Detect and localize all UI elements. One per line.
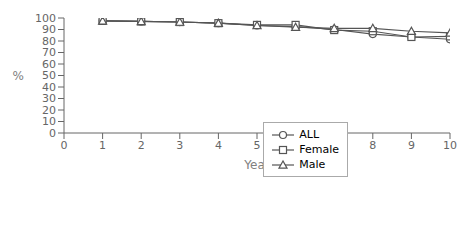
svg-text:0: 0 — [61, 139, 68, 152]
svg-text:7: 7 — [331, 139, 338, 152]
svg-text:2: 2 — [138, 139, 145, 152]
svg-text:70: 70 — [42, 46, 56, 59]
svg-text:80: 80 — [42, 35, 56, 48]
svg-text:0: 0 — [49, 127, 56, 140]
svg-text:90: 90 — [42, 23, 56, 36]
svg-text:60: 60 — [42, 58, 56, 71]
svg-text:10: 10 — [42, 115, 56, 128]
svg-text:9: 9 — [408, 139, 415, 152]
svg-text:1: 1 — [99, 139, 106, 152]
svg-text:8: 8 — [369, 139, 376, 152]
svg-text:6: 6 — [292, 139, 299, 152]
svg-text:20: 20 — [42, 104, 56, 117]
svg-text:3: 3 — [176, 139, 183, 152]
svg-text:4: 4 — [215, 139, 222, 152]
svg-text:50: 50 — [42, 69, 56, 82]
svg-text:5: 5 — [254, 139, 261, 152]
svg-text:40: 40 — [42, 81, 56, 94]
svg-text:30: 30 — [42, 92, 56, 105]
svg-text:%: % — [13, 69, 24, 83]
svg-text:10: 10 — [443, 139, 457, 152]
svg-text:100: 100 — [35, 12, 56, 25]
svg-text:Year: Year — [243, 158, 269, 172]
